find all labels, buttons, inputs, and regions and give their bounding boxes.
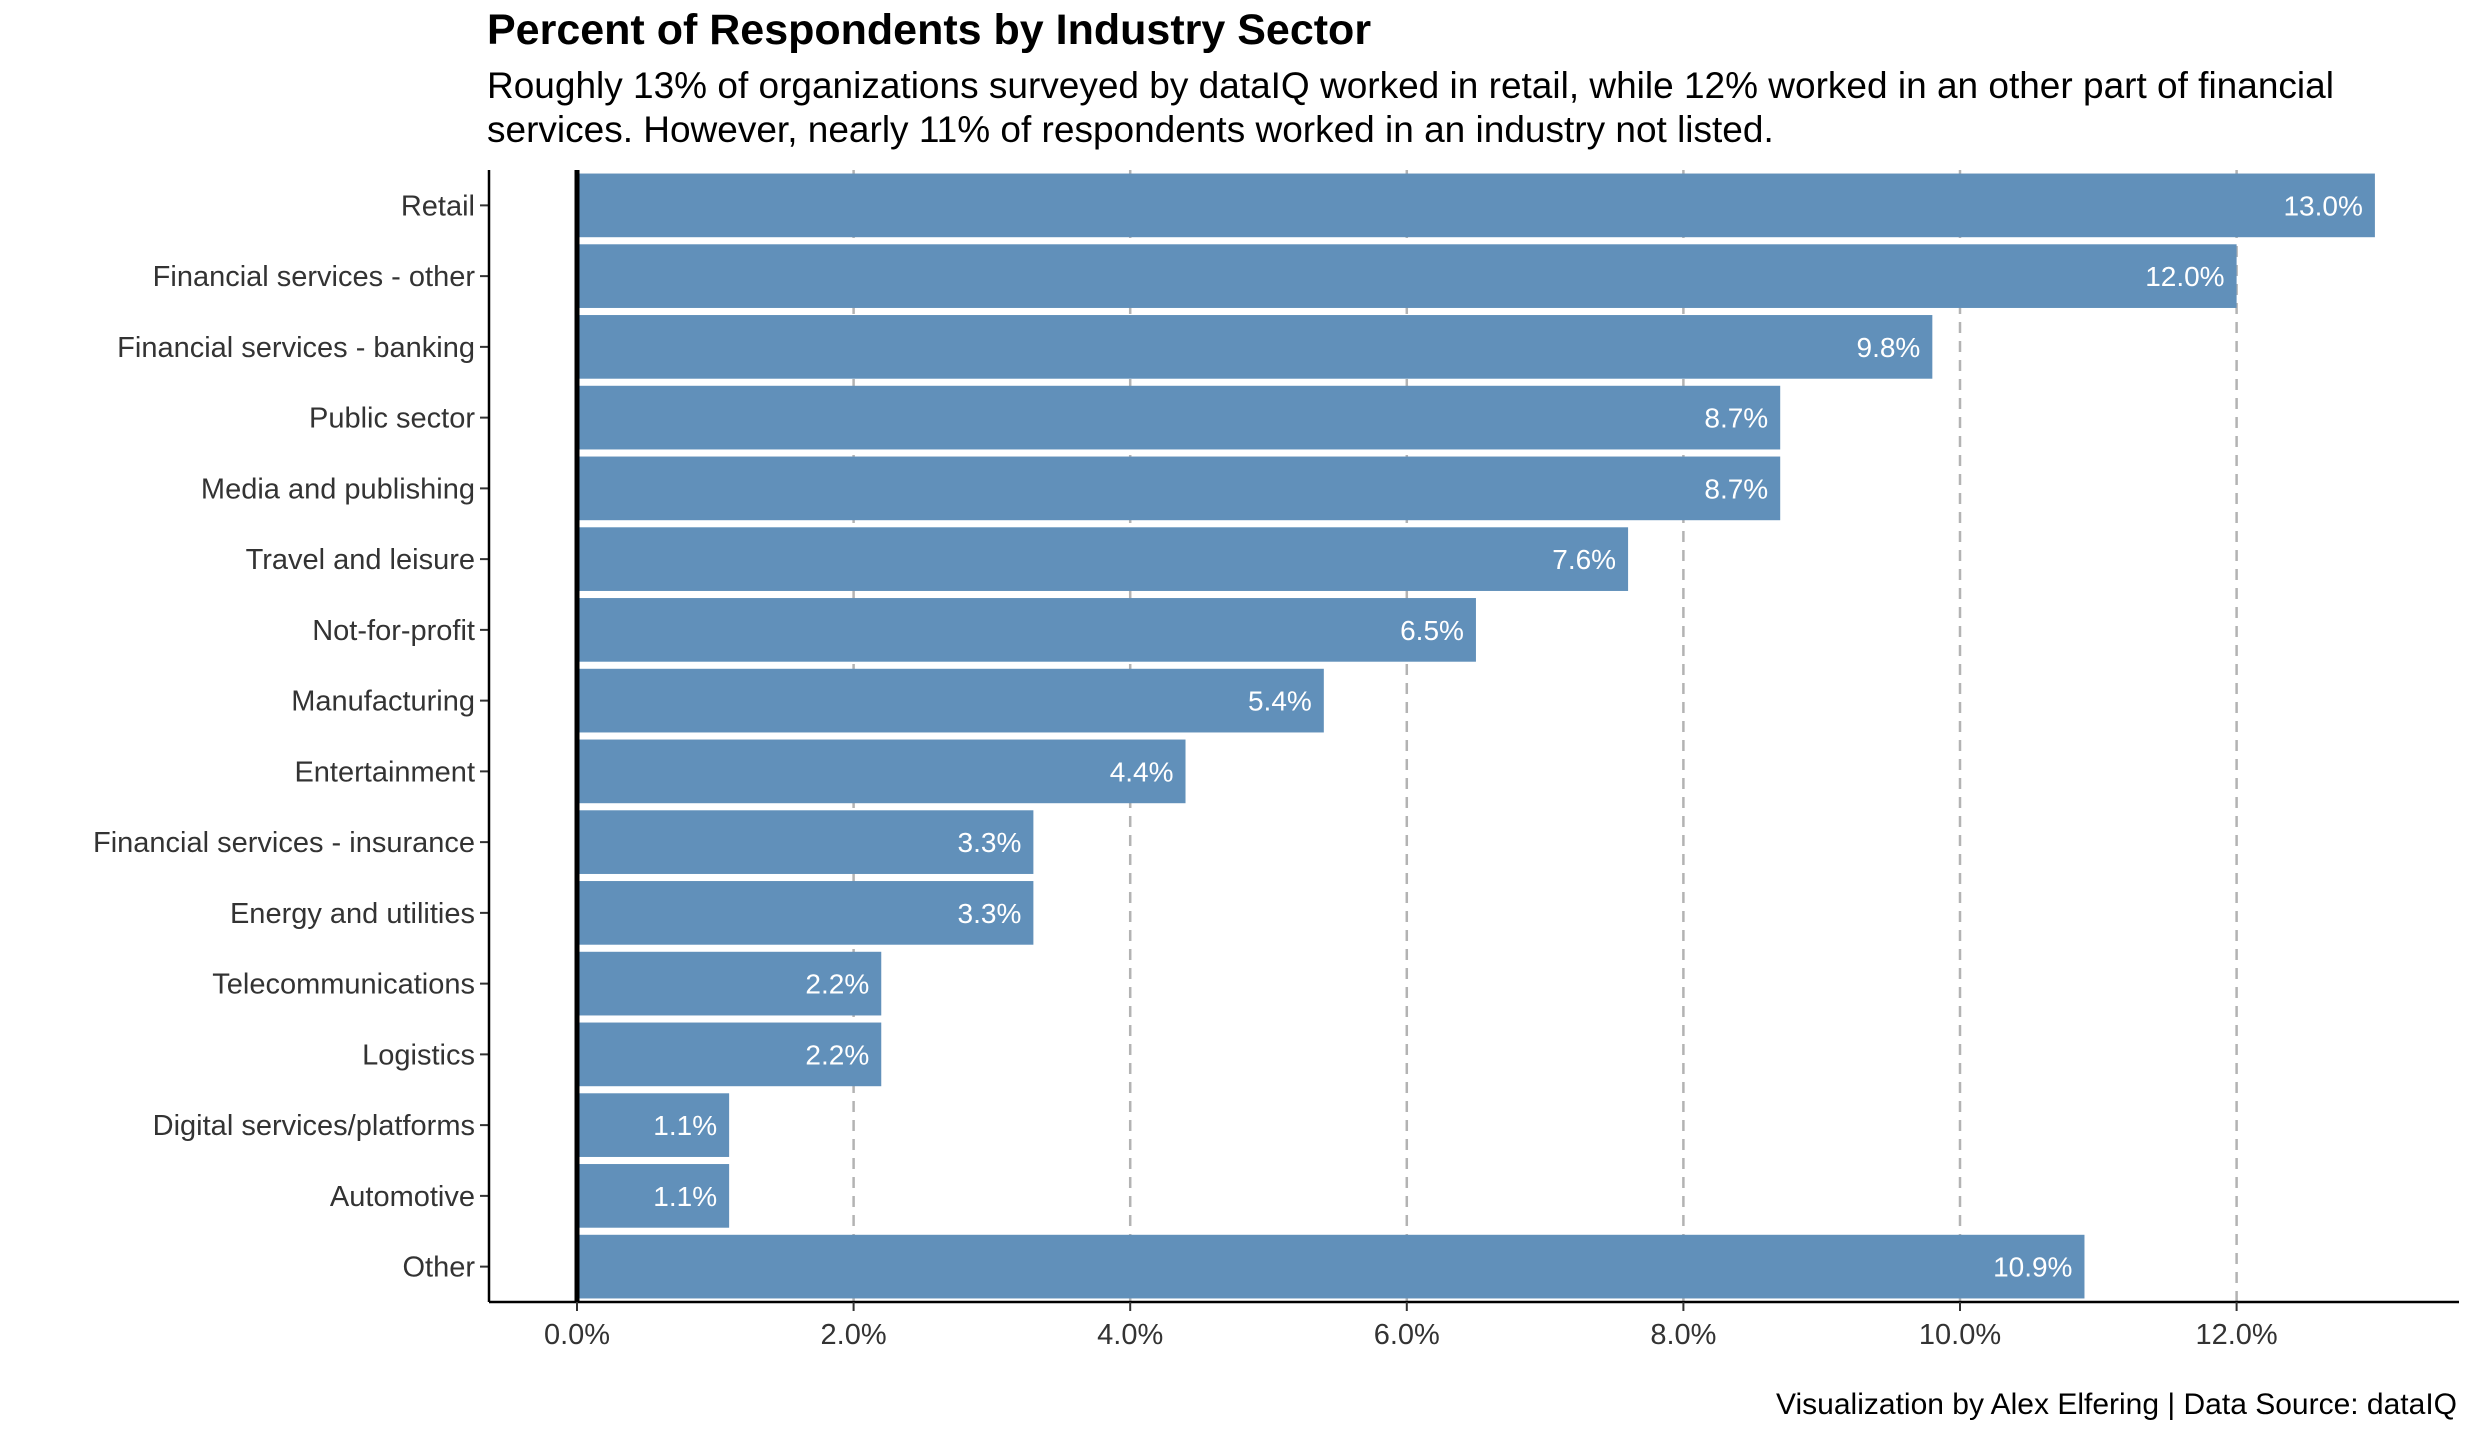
bar-5 — [577, 527, 1629, 591]
category-label-6: Not-for-profit — [312, 615, 475, 647]
category-label-4: Media and publishing — [201, 473, 475, 505]
category-label-5: Travel and leisure — [246, 544, 475, 576]
bar-2 — [577, 315, 1933, 379]
x-tick-label-6: 12.0% — [2195, 1319, 2277, 1351]
category-label-14: Automotive — [330, 1181, 475, 1213]
category-label-8: Entertainment — [294, 756, 475, 788]
value-label-15: 10.9% — [1993, 1252, 2072, 1283]
category-label-0: Retail — [401, 190, 475, 222]
value-label-2: 9.8% — [1857, 332, 1921, 363]
category-label-3: Public sector — [309, 403, 475, 435]
bar-6 — [577, 598, 1476, 662]
labels: 13.0% Retail 12.0% Financial services - oth… — [93, 190, 2363, 1351]
category-label-9: Financial services - insurance — [93, 827, 475, 859]
category-label-2: Financial services - banking — [117, 332, 475, 364]
value-label-10: 3.3% — [958, 898, 1022, 929]
bar-0 — [577, 173, 2375, 238]
axes — [480, 170, 2459, 1311]
bar-9 — [577, 810, 1034, 874]
value-label-13: 1.1% — [653, 1110, 717, 1141]
chart-subtitle: Roughly 13% of organizations surveyed by… — [487, 65, 2334, 150]
bar-11 — [577, 951, 882, 1016]
x-tick-label-3: 6.0% — [1374, 1319, 1440, 1351]
bar-15 — [577, 1234, 2085, 1299]
category-label-11: Telecommunications — [212, 969, 475, 1001]
bar-3 — [577, 385, 1781, 450]
x-tick-label-0: 0.0% — [544, 1319, 610, 1351]
bar-8 — [577, 739, 1186, 804]
value-label-14: 1.1% — [653, 1181, 717, 1212]
chart-caption: Visualization by Alex Elfering | Data So… — [1776, 1388, 2457, 1421]
x-tick-label-1: 2.0% — [821, 1319, 887, 1351]
value-label-9: 3.3% — [958, 827, 1022, 858]
value-label-1: 12.0% — [2145, 261, 2224, 292]
value-label-12: 2.2% — [805, 1039, 869, 1070]
x-tick-label-4: 8.0% — [1650, 1319, 1716, 1351]
bar-12 — [577, 1022, 882, 1087]
bar-4 — [577, 456, 1781, 521]
value-label-11: 2.2% — [805, 969, 869, 1000]
category-label-7: Manufacturing — [291, 686, 475, 718]
bar-7 — [577, 668, 1324, 733]
value-label-8: 4.4% — [1110, 756, 1174, 787]
category-label-10: Energy and utilities — [230, 898, 475, 930]
value-label-7: 5.4% — [1248, 686, 1312, 717]
value-label-4: 8.7% — [1704, 473, 1768, 504]
category-label-12: Logistics — [362, 1039, 475, 1071]
bar-10 — [577, 881, 1034, 945]
category-label-13: Digital services/platforms — [153, 1110, 475, 1142]
bars — [577, 173, 2375, 1299]
value-label-0: 13.0% — [2283, 190, 2362, 221]
bar-14 — [577, 1164, 730, 1228]
value-label-5: 7.6% — [1552, 544, 1616, 575]
x-tick-label-5: 10.0% — [1919, 1319, 2001, 1351]
value-label-6: 6.5% — [1400, 615, 1464, 646]
x-tick-label-2: 4.0% — [1097, 1319, 1163, 1351]
category-label-15: Other — [402, 1252, 475, 1284]
category-label-1: Financial services - other — [153, 261, 476, 293]
chart-title: Percent of Respondents by Industry Secto… — [487, 6, 1372, 54]
bar-1 — [577, 244, 2237, 308]
bar-13 — [577, 1093, 730, 1157]
value-label-3: 8.7% — [1704, 403, 1768, 434]
